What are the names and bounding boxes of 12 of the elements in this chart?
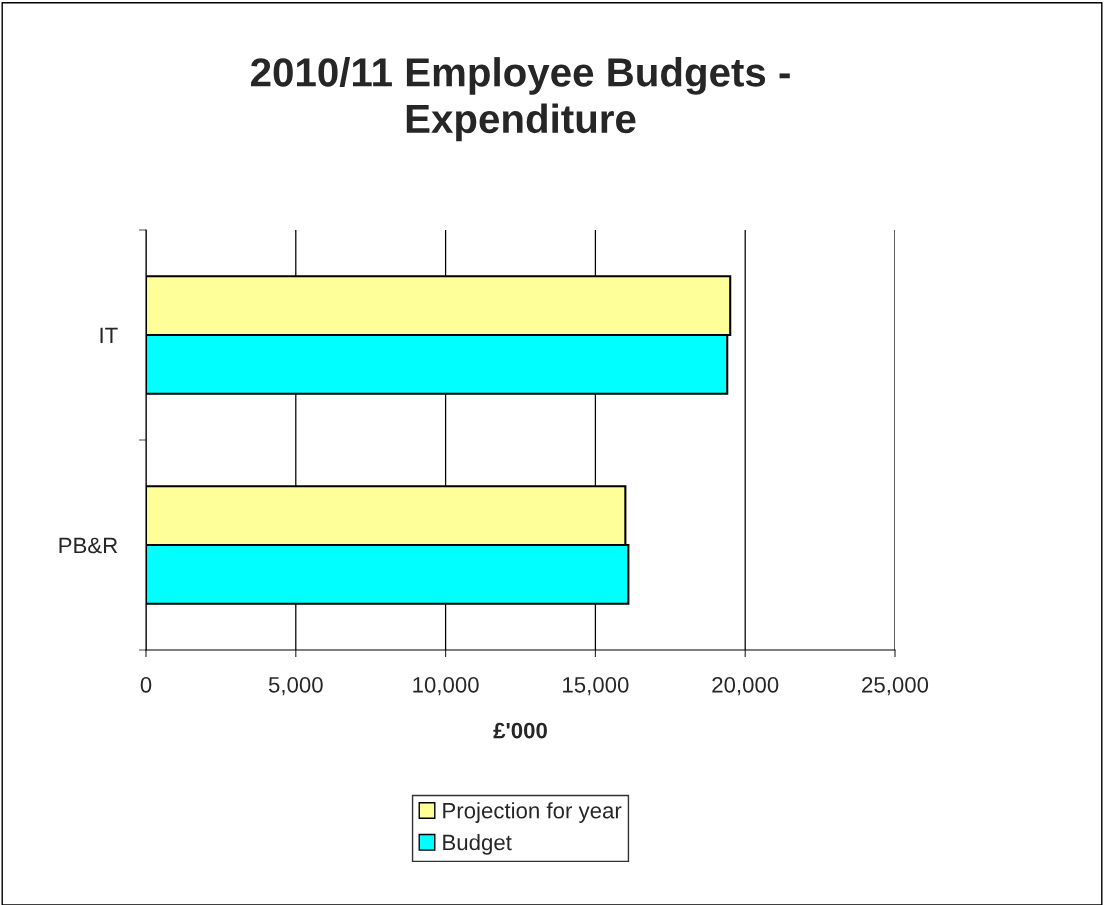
x-tick-label: 15,000 — [563, 676, 629, 696]
y-tick-label: IT — [100, 327, 118, 344]
x-axis-title: £'000 — [493, 722, 547, 739]
x-tick-label: 20,000 — [712, 676, 779, 696]
legend-label: Projection for year — [443, 802, 622, 823]
x-tick-label: 10,000 — [413, 676, 479, 696]
y-tick-label: PB&R — [59, 537, 118, 554]
x-tick-label: 25,000 — [862, 676, 929, 696]
x-tick-label: 0 — [140, 676, 152, 693]
x-tick-label: 5,000 — [268, 676, 323, 696]
legend-label: Budget — [443, 834, 512, 855]
chart-title: 2010/11 Employee Budgets - Expenditure — [251, 57, 790, 142]
